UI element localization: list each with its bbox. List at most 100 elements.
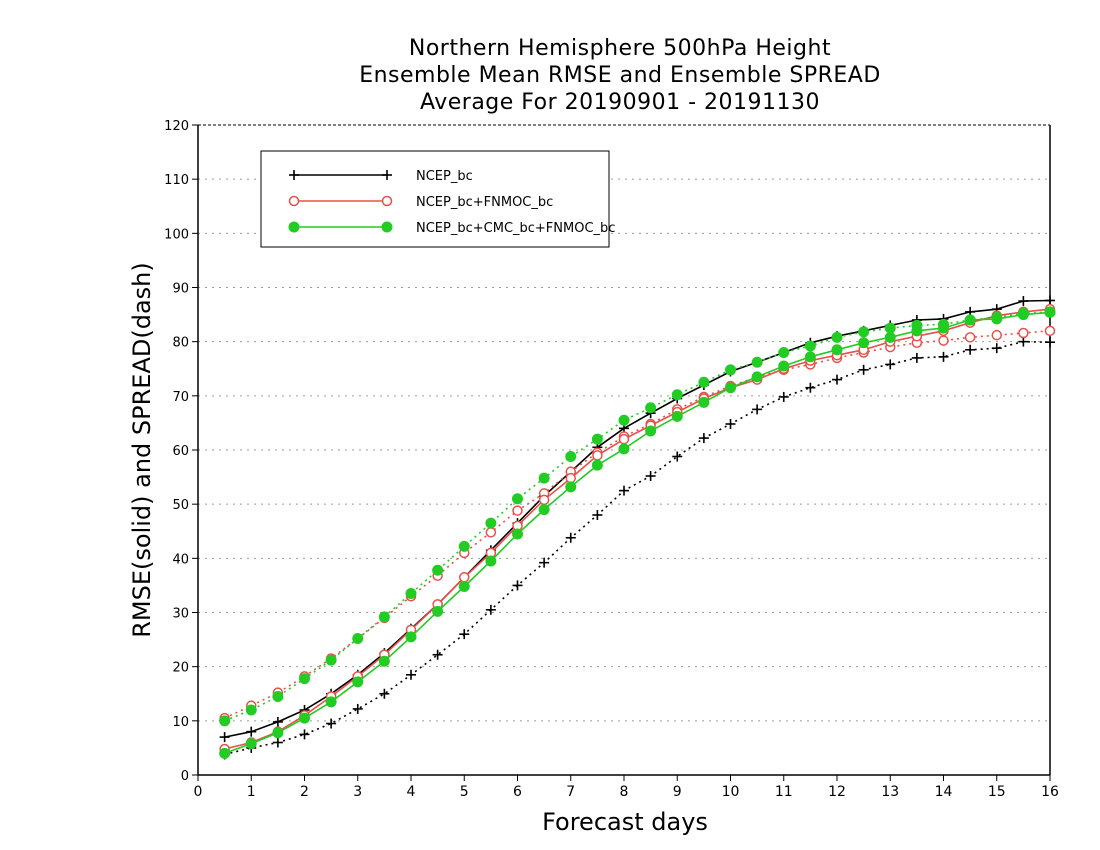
data-point [592,450,603,461]
data-point [911,352,922,363]
data-point [485,527,497,538]
x-tick-label: 6 [513,784,522,800]
x-tick-label: 1 [247,784,256,800]
data-point [485,517,497,529]
data-point [671,410,683,422]
legend-label: NCEP_bc+FNMOC_bc [416,195,553,210]
data-point [512,528,523,540]
data-point [832,374,842,385]
data-point [964,332,976,343]
data-point [805,382,816,393]
data-point [219,732,230,743]
x-tick-label: 4 [407,784,416,800]
y-tick-label: 60 [172,444,189,459]
x-tick-label: 8 [620,784,629,800]
data-point [858,337,870,349]
data-point [565,451,577,462]
data-point [406,669,416,680]
data-point [299,712,310,724]
x-tick-label: 10 [722,784,740,800]
x-tick-label: 9 [673,784,682,800]
data-point [592,510,603,520]
series-2-spread-points [219,306,1056,727]
data-point [672,451,683,462]
legend-label: NCEP_bc [416,169,473,184]
x-tick-label: 5 [460,784,469,800]
series-0-spread-points [219,336,1055,760]
data-point [405,631,417,643]
series-1-spread-line [224,330,1051,719]
data-point [778,391,789,402]
data-point [831,331,843,343]
data-point [485,555,497,567]
data-point [381,195,393,207]
data-point [591,459,603,471]
data-point [381,221,393,233]
data-point [938,322,949,334]
y-axis-label: RMSE(solid) and SPREAD(dash) [128,262,156,638]
data-point [326,718,337,729]
data-point [884,331,896,343]
data-point [219,747,231,759]
legend: NCEP_bc NCEP_bc+FNMOC_bc NCEP_bc+CMC_bc+FN… [260,150,615,248]
data-point [245,738,257,750]
data-point [432,605,444,617]
data-point [778,347,790,358]
data-point [405,588,417,600]
data-point [325,696,337,708]
data-point [804,351,816,363]
data-point [379,688,390,699]
data-point [911,325,923,337]
data-point [698,433,709,444]
data-point [991,343,1002,354]
data-point [1018,296,1029,307]
data-point [698,376,710,388]
series-layer [219,295,1056,760]
data-point [1044,325,1056,337]
data-point [538,472,550,484]
data-point [382,170,392,180]
data-point [618,414,630,426]
chart-title-line-2: Ensemble Mean RMSE and Ensemble SPREAD [359,63,881,88]
data-point [671,389,683,401]
x-tick-label: 13 [881,784,899,800]
x-tick-label: 11 [775,784,793,800]
data-point [618,443,630,455]
x-axis-label: Forecast days [542,808,708,836]
data-point [991,329,1002,341]
data-point [272,727,284,739]
data-point [1044,306,1056,318]
data-point [245,704,257,716]
y-tick-label: 90 [172,282,189,297]
data-point [725,419,736,429]
y-tick-label: 120 [164,119,189,134]
data-point [378,655,390,667]
data-point [459,629,470,640]
data-point [831,344,843,356]
series-0-spread-line [224,340,1051,756]
data-point [325,654,337,666]
y-tick-label: 10 [172,715,189,730]
chart-title-line-1: Northern Hemisphere 500hPa Height [408,36,832,61]
data-point [458,581,470,592]
data-point [751,371,763,383]
data-point [778,360,790,372]
series-2-rmse-line [224,311,1051,755]
legend-label: NCEP_bc+CMC_bc+FNMOC_bc [416,221,615,236]
data-point [299,673,310,685]
data-point [538,504,550,516]
x-tick-label: 12 [828,784,846,800]
data-point [219,715,231,727]
data-point [1045,295,1055,306]
series-0-rmse-points [219,295,1055,743]
y-tick-label: 110 [164,173,189,188]
data-point [565,472,576,484]
y-tick-label: 80 [172,336,189,351]
data-point [272,690,284,702]
data-point [938,351,949,362]
data-point [965,344,976,355]
chart-title-line-3: Average For 20190901 - 20191130 [419,90,821,115]
data-point [288,195,300,207]
data-point [539,557,550,568]
